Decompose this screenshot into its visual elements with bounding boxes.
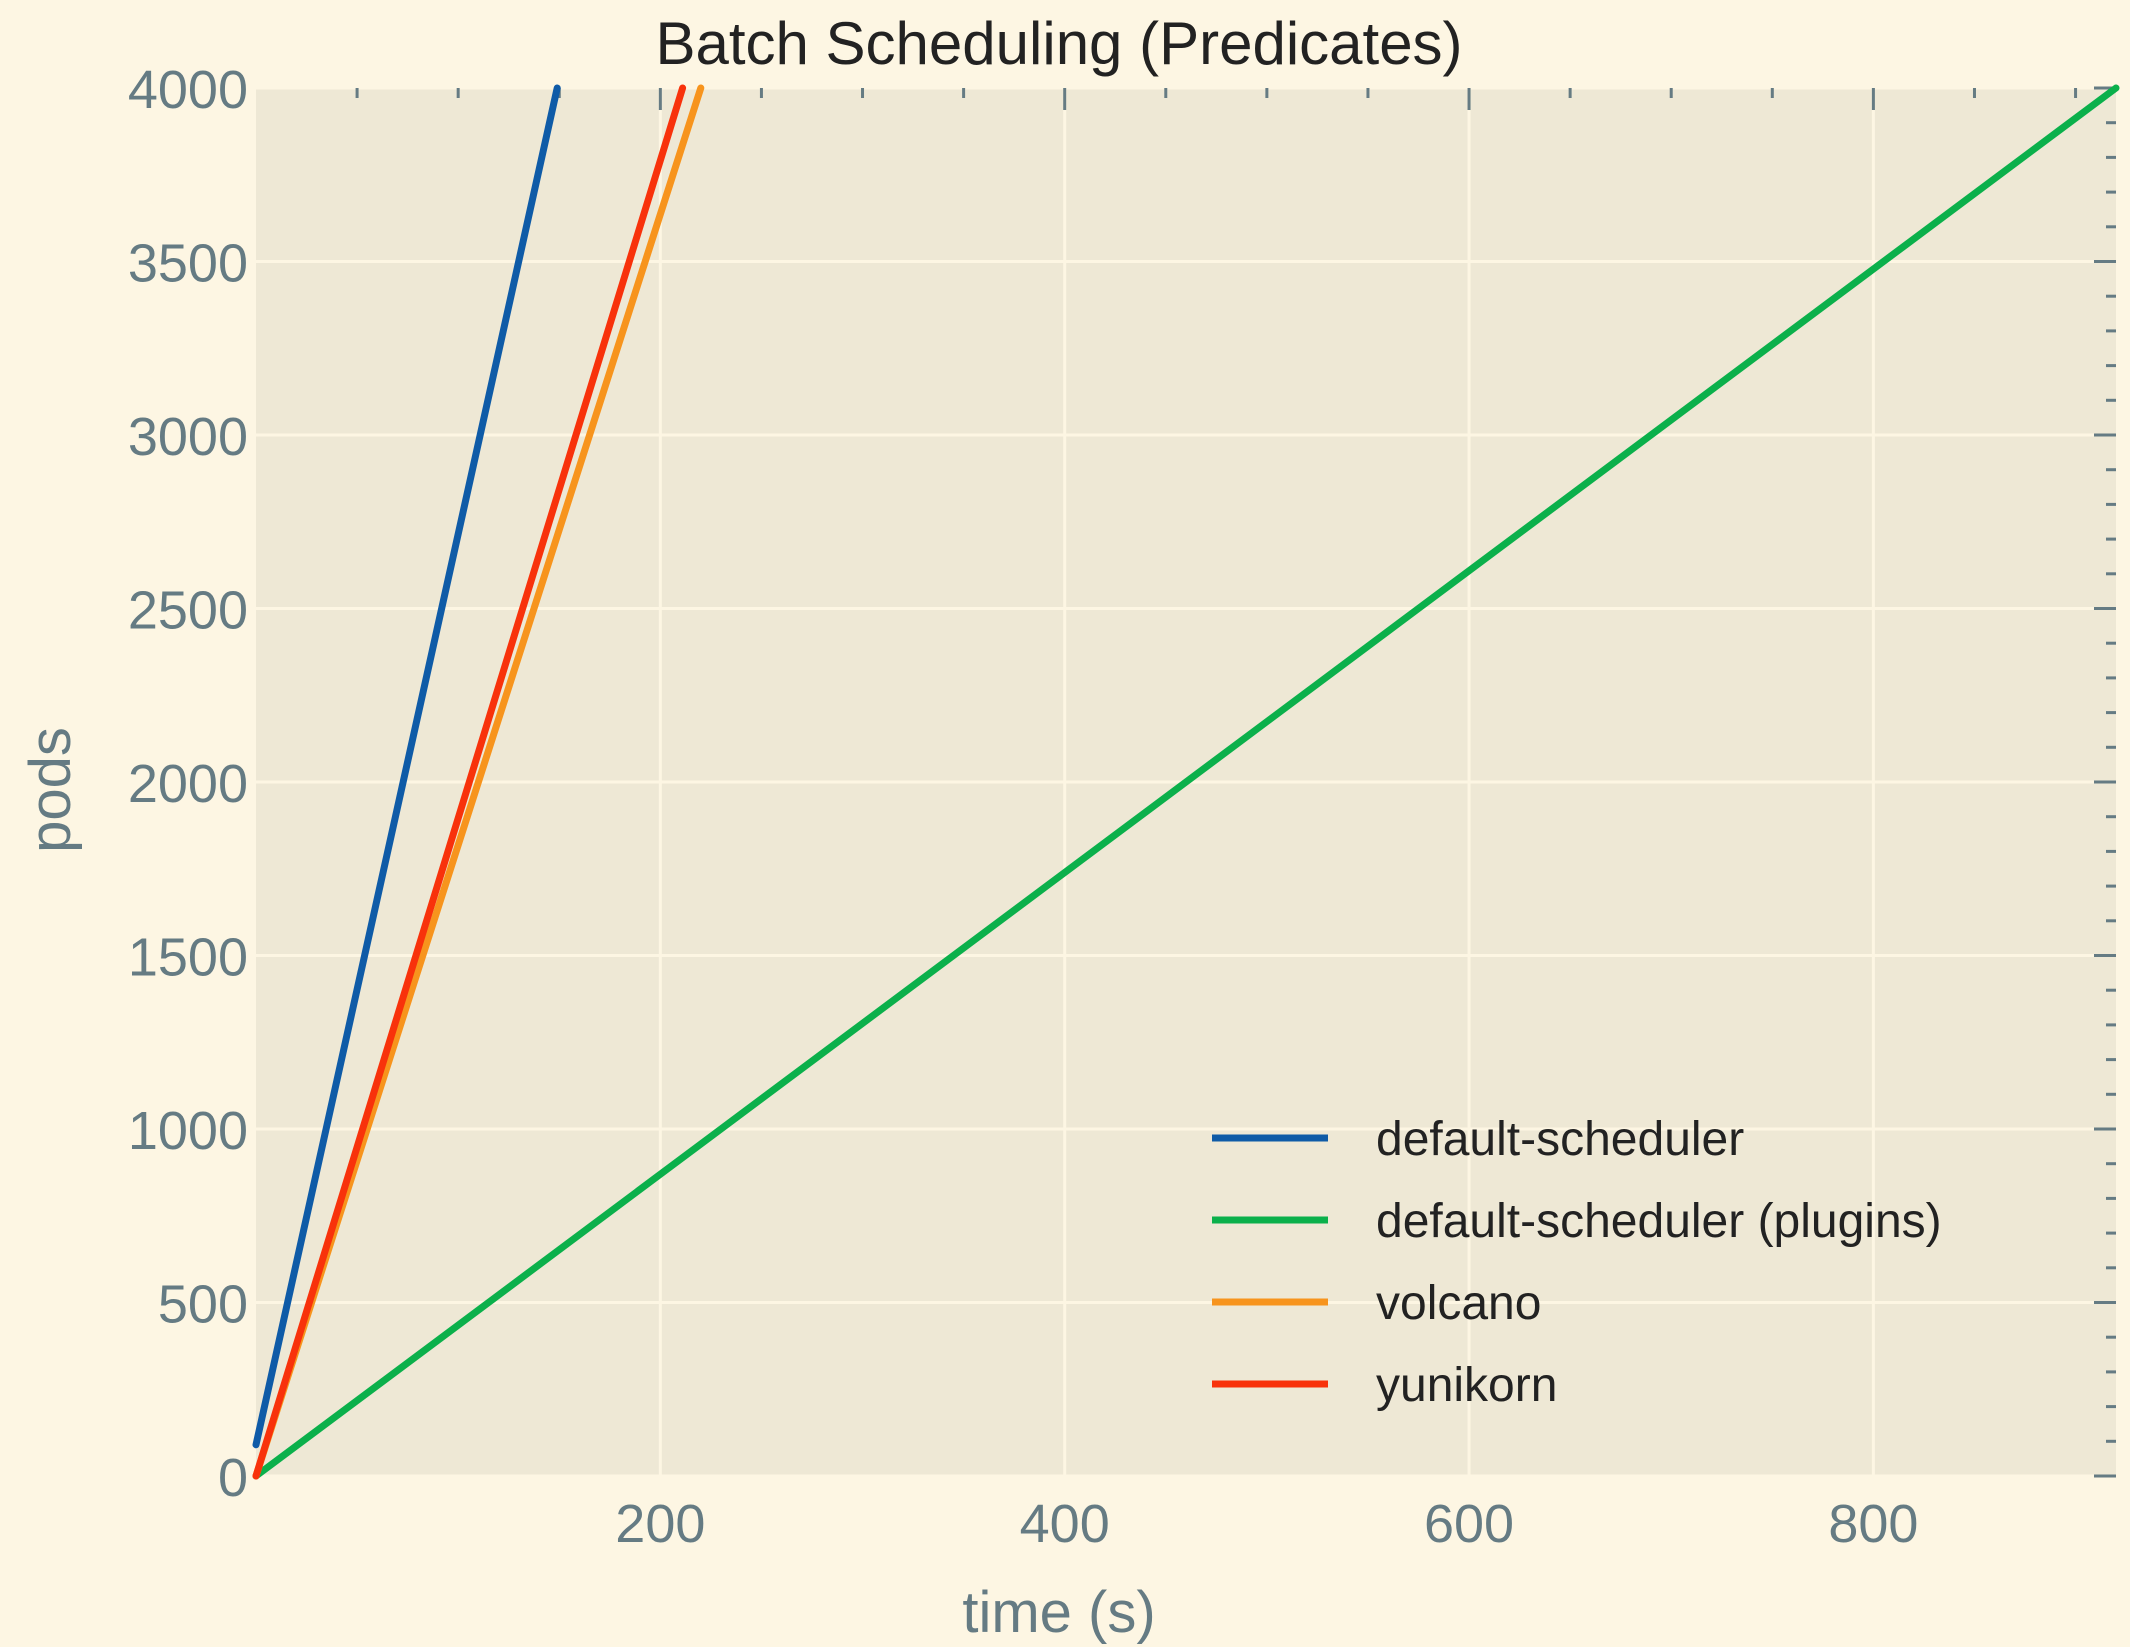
x-tick-label: 600 bbox=[1424, 1494, 1514, 1554]
y-tick-label: 3500 bbox=[128, 234, 248, 294]
y-tick-label: 0 bbox=[218, 1448, 248, 1508]
y-tick-label: 4000 bbox=[128, 60, 248, 120]
y-tick-label: 500 bbox=[158, 1275, 248, 1335]
legend-label-2: volcano bbox=[1376, 1277, 1541, 1330]
x-axis-label: time (s) bbox=[962, 1580, 1155, 1645]
y-tick-label: 3000 bbox=[128, 407, 248, 467]
x-tick-label: 400 bbox=[1020, 1494, 1110, 1554]
x-tick-label: 800 bbox=[1828, 1494, 1918, 1554]
y-axis-label: pods bbox=[18, 727, 83, 853]
y-tick-label: 1000 bbox=[128, 1101, 248, 1161]
x-tick-label: 200 bbox=[615, 1494, 705, 1554]
y-tick-label: 2500 bbox=[128, 581, 248, 641]
legend-label-1: default-scheduler (plugins) bbox=[1376, 1195, 1942, 1248]
y-tick-label: 2000 bbox=[128, 754, 248, 814]
chart-title: Batch Scheduling (Predicates) bbox=[655, 10, 1462, 77]
legend-label-0: default-scheduler bbox=[1376, 1113, 1744, 1166]
legend-label-3: yunikorn bbox=[1376, 1359, 1557, 1412]
y-tick-label: 1500 bbox=[128, 928, 248, 988]
